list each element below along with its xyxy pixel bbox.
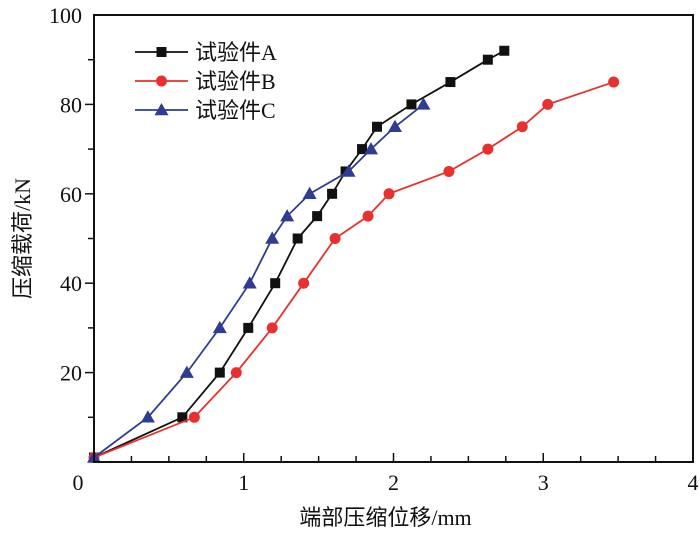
- data-point: [312, 211, 323, 222]
- data-point: [387, 119, 402, 132]
- x-tick-label: 0: [73, 470, 84, 495]
- legend-item: 试验件C: [135, 98, 276, 123]
- data-point: [265, 231, 280, 244]
- series-line: [93, 49, 505, 459]
- data-point: [362, 210, 374, 222]
- data-point: [406, 99, 417, 110]
- legend: 试验件A 试验件B 试验件C: [135, 40, 277, 123]
- y-tick-label: 20: [60, 361, 82, 386]
- data-point: [383, 188, 395, 200]
- data-point: [608, 76, 620, 88]
- data-point: [364, 142, 379, 155]
- legend-label: 试验件B: [195, 69, 276, 94]
- y-tick-label: 100: [49, 3, 82, 28]
- data-point: [499, 45, 510, 56]
- legend-label: 试验件A: [195, 40, 277, 65]
- data-point: [243, 322, 254, 333]
- data-point: [542, 98, 554, 110]
- data-point: [372, 121, 383, 132]
- data-point: [298, 277, 310, 289]
- legend-marker: [156, 47, 167, 57]
- data-point: [482, 54, 493, 65]
- data-point: [266, 322, 278, 334]
- ticks-layer: [85, 58, 657, 462]
- data-point: [516, 121, 528, 133]
- y-tick-label: 40: [60, 271, 82, 296]
- data-point: [242, 276, 257, 289]
- series-1: [89, 45, 510, 463]
- data-point: [341, 164, 356, 177]
- data-point: [482, 143, 494, 155]
- data-point: [188, 411, 200, 423]
- x-axis-title: 端部压缩位移/mm: [299, 505, 471, 530]
- data-point: [329, 233, 341, 244]
- series-line: [93, 103, 425, 459]
- x-tick-label: 2: [388, 470, 399, 495]
- legend-item: 试验件B: [135, 69, 276, 94]
- data-point: [214, 367, 225, 378]
- data-point: [280, 209, 295, 222]
- x-tick-label: 3: [538, 470, 549, 495]
- data-point: [292, 233, 303, 244]
- series-3: [87, 97, 431, 463]
- x-tick-label: 1: [238, 470, 249, 495]
- data-point: [302, 186, 317, 200]
- data-point: [270, 278, 281, 289]
- series-layer: [87, 45, 620, 464]
- series-2: [88, 76, 620, 464]
- legend-item: 试验件A: [135, 40, 277, 65]
- y-tick-label: 80: [60, 92, 82, 117]
- data-point: [177, 412, 188, 423]
- legend-marker: [154, 103, 169, 116]
- data-point: [327, 188, 338, 199]
- data-point: [445, 77, 456, 88]
- tick-labels-layer: 0 1 2 3 4 20 40 60 80 100: [49, 3, 699, 495]
- data-point: [140, 410, 155, 423]
- series-line: [93, 81, 614, 459]
- data-point: [443, 165, 455, 177]
- plot-frame: [93, 14, 694, 463]
- y-axis-title: 压缩载荷/kN: [10, 178, 35, 299]
- data-point: [357, 144, 368, 155]
- data-point: [212, 320, 227, 334]
- data-point: [416, 97, 431, 110]
- y-tick-label: 60: [60, 182, 82, 207]
- legend-marker: [156, 75, 167, 87]
- x-tick-label: 4: [688, 470, 699, 495]
- data-point: [230, 367, 242, 379]
- data-point: [179, 365, 194, 378]
- legend-label: 试验件C: [195, 98, 276, 123]
